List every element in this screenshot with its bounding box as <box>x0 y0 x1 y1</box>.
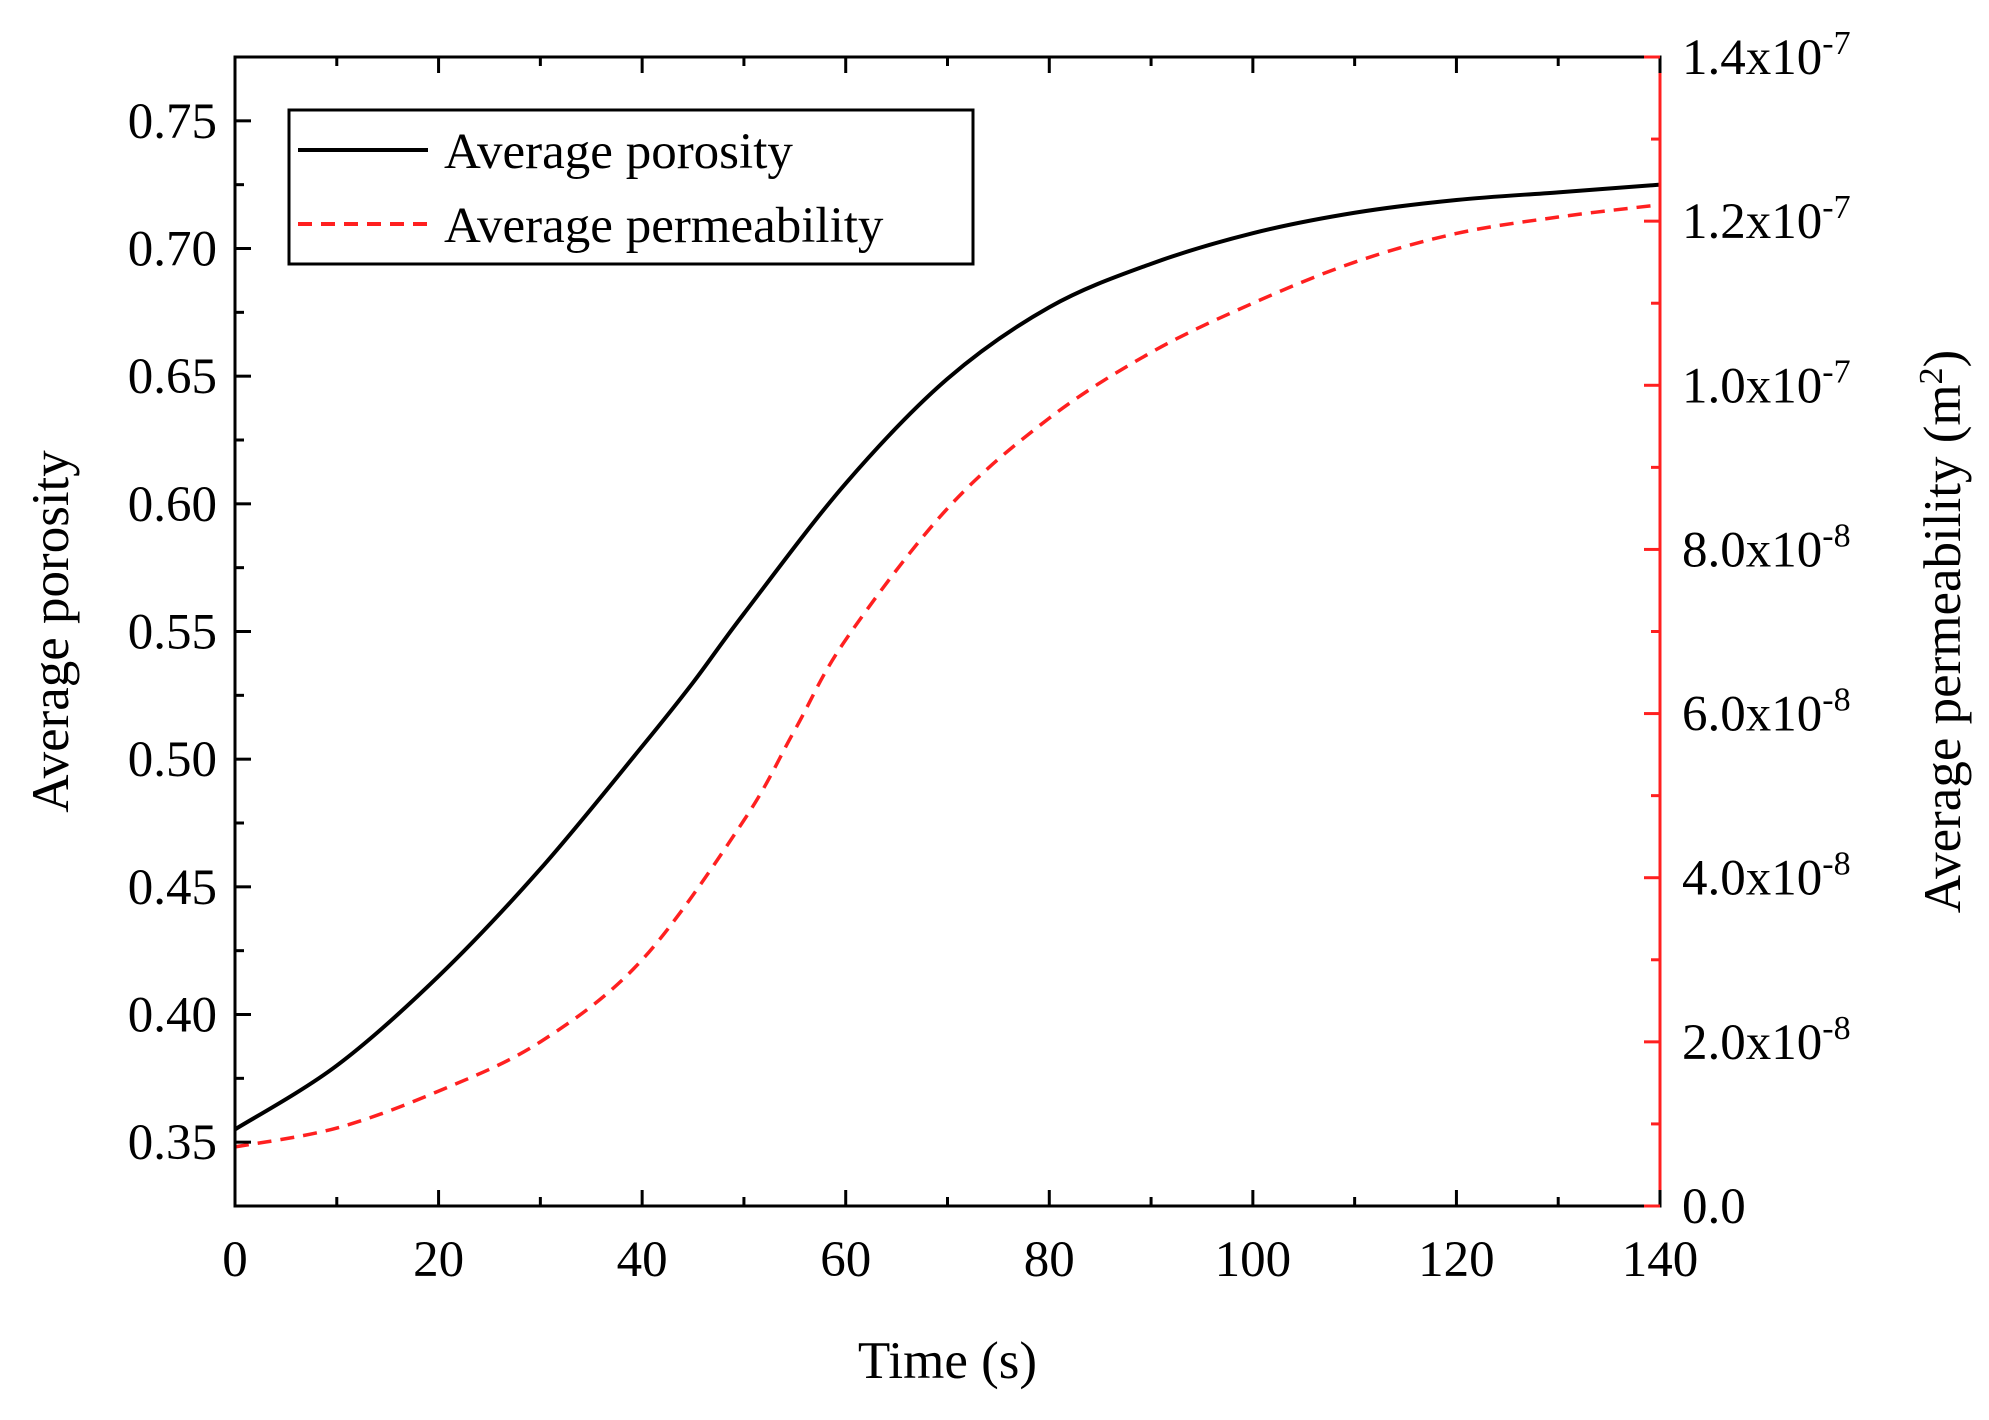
y-right-tick-exponent: -8 <box>1822 1010 1850 1047</box>
y-right-tick-label: 6.0x10-8 <box>1682 682 1851 743</box>
y-right-tick-mantissa: 6.0x10 <box>1682 687 1822 743</box>
x-tick-label: 40 <box>617 1232 668 1288</box>
y-right-title-main: Average permeability (m <box>1914 384 1972 913</box>
y-left-tick-label: 0.55 <box>128 605 217 661</box>
y-right-tick-label: 8.0x10-8 <box>1682 517 1851 578</box>
x-tick-label: 20 <box>413 1232 464 1288</box>
legend-label-porosity: Average porosity <box>444 124 793 180</box>
y-right-tick-mantissa: 8.0x10 <box>1682 522 1822 578</box>
legend-box <box>287 108 975 266</box>
y-left-axis-title: Average porosity <box>22 450 80 813</box>
y-right-title-close: ) <box>1914 350 1972 368</box>
y-left-tick-label: 0.70 <box>128 222 217 278</box>
series-line-permeability <box>234 202 1661 1149</box>
y-right-tick-mantissa: 1.4x10 <box>1682 30 1822 86</box>
legend: Average porosity Average permeability <box>287 108 975 266</box>
y-left-tick-label: 0.75 <box>128 94 217 150</box>
y-left-tick-label: 0.65 <box>128 349 217 405</box>
x-axis-title: Time (s) <box>858 1332 1037 1390</box>
y-right-title-sup: 2 <box>1913 367 1950 384</box>
y-left-tick-label: 0.45 <box>128 860 217 916</box>
y-left-tick-label: 0.40 <box>128 988 217 1044</box>
x-tick-label: 120 <box>1418 1232 1495 1288</box>
y-right-axis-title: Average permeability (m2) <box>1913 350 1972 913</box>
y-right-tick-label: 0.0 <box>1682 1179 1746 1235</box>
legend-label-permeability: Average permeability <box>444 198 884 254</box>
y-right-tick-mantissa: 2.0x10 <box>1682 1015 1822 1071</box>
y-right-tick-exponent: -7 <box>1822 25 1850 62</box>
y-right-tick-mantissa: 4.0x10 <box>1682 851 1822 907</box>
y-right-tick-label: 1.4x10-7 <box>1682 25 1851 86</box>
x-tick-label: 100 <box>1215 1232 1292 1288</box>
x-tick-label: 140 <box>1622 1232 1699 1288</box>
x-tick-label: 60 <box>820 1232 871 1288</box>
y-right-tick-exponent: -8 <box>1822 846 1850 883</box>
x-tick-label: 0 <box>222 1232 248 1288</box>
y-left-tick-label: 0.60 <box>128 477 217 533</box>
y-right-tick-mantissa: 1.0x10 <box>1682 358 1822 414</box>
y-right-tick-exponent: -7 <box>1822 353 1850 390</box>
series-line-porosity <box>233 182 1661 1132</box>
y-right-tick-label: 4.0x10-8 <box>1682 846 1851 907</box>
y-left-tick-label: 0.50 <box>128 732 217 788</box>
y-right-tick-exponent: -8 <box>1822 682 1850 719</box>
y-right-tick-exponent: -8 <box>1822 517 1850 554</box>
y-right-tick-exponent: -7 <box>1822 189 1850 226</box>
y-right-tick-mantissa: 1.2x10 <box>1682 194 1822 250</box>
y-right-tick-label: 2.0x10-8 <box>1682 1010 1851 1071</box>
x-tick-label: 80 <box>1024 1232 1075 1288</box>
y-right-tick-label: 1.2x10-7 <box>1682 189 1851 250</box>
y-right-tick-label: 1.0x10-7 <box>1682 353 1851 414</box>
y-right-tick-mantissa: 0.0 <box>1682 1179 1746 1235</box>
y-left-tick-label: 0.35 <box>128 1115 217 1171</box>
